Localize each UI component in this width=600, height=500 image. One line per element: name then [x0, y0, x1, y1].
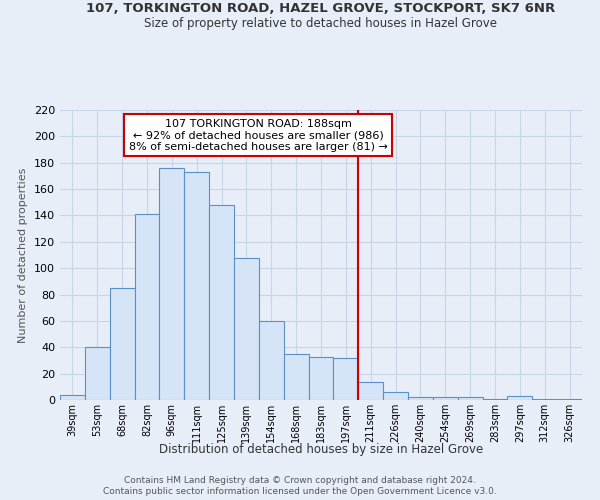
Bar — [433, 398, 458, 400]
Bar — [334, 358, 358, 400]
Text: 107, TORKINGTON ROAD, HAZEL GROVE, STOCKPORT, SK7 6NR: 107, TORKINGTON ROAD, HAZEL GROVE, STOCK… — [86, 2, 556, 16]
Bar — [259, 321, 284, 400]
Y-axis label: Number of detached properties: Number of detached properties — [19, 168, 28, 342]
Bar — [234, 258, 259, 400]
Bar — [60, 394, 85, 400]
Bar — [209, 205, 234, 400]
Text: Size of property relative to detached houses in Hazel Grove: Size of property relative to detached ho… — [145, 18, 497, 30]
Text: 107 TORKINGTON ROAD: 188sqm
← 92% of detached houses are smaller (986)
8% of sem: 107 TORKINGTON ROAD: 188sqm ← 92% of det… — [129, 118, 388, 152]
Bar — [532, 398, 557, 400]
Bar — [284, 354, 308, 400]
Bar — [184, 172, 209, 400]
Bar — [557, 398, 582, 400]
Bar — [110, 288, 134, 400]
Bar — [383, 392, 408, 400]
Text: Distribution of detached houses by size in Hazel Grove: Distribution of detached houses by size … — [159, 442, 483, 456]
Bar — [458, 398, 482, 400]
Bar — [408, 398, 433, 400]
Text: Contains HM Land Registry data © Crown copyright and database right 2024.: Contains HM Land Registry data © Crown c… — [124, 476, 476, 485]
Bar — [308, 356, 334, 400]
Text: Contains public sector information licensed under the Open Government Licence v3: Contains public sector information licen… — [103, 488, 497, 496]
Bar — [508, 396, 532, 400]
Bar — [160, 168, 184, 400]
Bar — [482, 398, 508, 400]
Bar — [134, 214, 160, 400]
Bar — [358, 382, 383, 400]
Bar — [85, 348, 110, 400]
